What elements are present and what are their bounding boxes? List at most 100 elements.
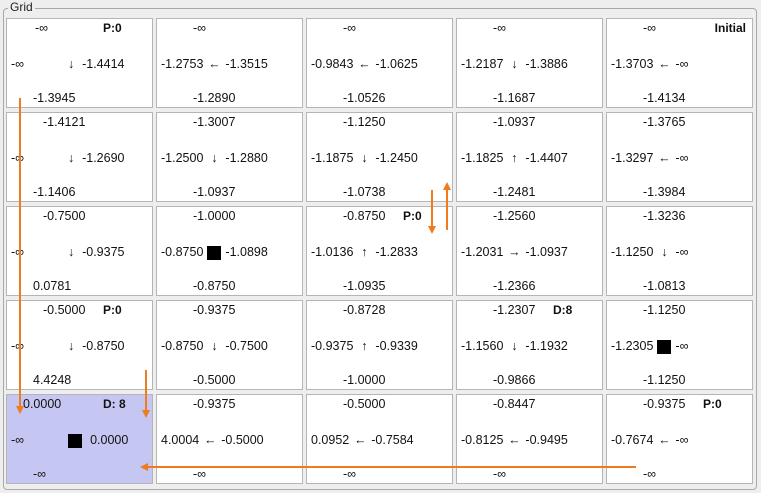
- cell-top-value: -0.9375: [643, 397, 686, 411]
- grid-cell-r1-c3[interactable]: -1.0937 -1.1825 ↑ -1.4407 -1.2481: [456, 112, 603, 202]
- grid-cell-r2-c2[interactable]: -0.8750 P:0 -1.0136 ↑ -1.2833 -1.0935: [306, 206, 453, 296]
- cell-top-value: -∞: [643, 21, 657, 35]
- cell-tag: P:0: [103, 303, 122, 317]
- cell-left-value: -1.0136: [311, 245, 354, 259]
- grid-cell-r3-c0[interactable]: -0.5000 P:0 -∞ ↓ -0.8750 4.4248: [6, 300, 153, 390]
- grid-cell-r4-c3[interactable]: -0.8447 -0.8125 ← -0.9495 -∞: [456, 394, 603, 484]
- cell-bottom-value: -1.2366: [493, 279, 536, 293]
- policy-arrow-icon: ↓: [511, 57, 518, 71]
- cell-bottom-value: -1.0937: [193, 185, 236, 199]
- cell-top-value: -0.9375: [193, 397, 236, 411]
- cell-right-value: -1.0937: [525, 245, 568, 259]
- cell-bottom-value: -1.0935: [343, 279, 386, 293]
- cell-mid-row: -0.9843 ← -1.0625: [311, 57, 418, 71]
- cell-right-value: -0.7584: [371, 433, 414, 447]
- cell-top-value: -0.9375: [193, 303, 236, 317]
- terminal-block-icon: [657, 339, 672, 354]
- cell-mid-row: -∞ ↓ -1.2690: [11, 151, 124, 165]
- grid-cell-r4-c0[interactable]: 0.0000 D: 8 -∞ 0.0000 -∞: [6, 394, 153, 484]
- grid-cell-r1-c0[interactable]: -1.4121 -∞ ↓ -1.2690 -1.1406: [6, 112, 153, 202]
- grid-cell-r0-c1[interactable]: -∞ -1.2753 ← -1.3515 -1.2890: [156, 18, 303, 108]
- grid-cell-r3-c4[interactable]: -1.1250 -1.2305 -∞ -1.1250: [606, 300, 753, 390]
- cell-mid-row: 4.0004 ← -0.5000: [161, 433, 264, 447]
- cell-right-value: -∞: [675, 57, 689, 71]
- cell-tag: P:0: [703, 397, 722, 411]
- cell-bottom-value: -0.5000: [193, 373, 236, 387]
- cell-top-value: -0.8750: [343, 209, 386, 223]
- cell-tag: Initial: [714, 21, 746, 35]
- grid-cell-r2-c3[interactable]: -1.2560 -1.2031 → -1.0937 -1.2366: [456, 206, 603, 296]
- grid-cell-r0-c3[interactable]: -∞ -1.2187 ↓ -1.3886 -1.1687: [456, 18, 603, 108]
- cell-left-value: -1.3297: [611, 151, 654, 165]
- cell-right-value: -1.4407: [525, 151, 568, 165]
- cell-bottom-value: -∞: [643, 467, 657, 481]
- grid-cell-r2-c4[interactable]: -1.3236 -1.1250 ↓ -∞ -1.0813: [606, 206, 753, 296]
- cell-bottom-value: -∞: [33, 467, 47, 481]
- cell-top-value: 0.0000: [23, 397, 62, 411]
- grid-cell-r0-c4[interactable]: -∞ Initial -1.3703 ← -∞ -1.4134: [606, 18, 753, 108]
- cell-bottom-value: -1.1250: [643, 373, 686, 387]
- grid-cell-r2-c0[interactable]: -0.7500 -∞ ↓ -0.9375 0.0781: [6, 206, 153, 296]
- cell-right-value: -∞: [675, 339, 689, 353]
- cell-tag: D:8: [553, 303, 573, 317]
- policy-arrow-icon: ←: [508, 433, 521, 447]
- policy-arrow-icon: ←: [658, 151, 671, 165]
- cell-bottom-value: -0.8750: [193, 279, 236, 293]
- grid-cell-r2-c1[interactable]: -1.0000 -0.8750 -1.0898 -0.8750: [156, 206, 303, 296]
- policy-arrow-icon: ↓: [67, 245, 75, 259]
- cell-mid-row: -∞ ↓ -0.8750: [11, 339, 124, 353]
- cell-bottom-value: -1.2481: [493, 185, 536, 199]
- cell-mid-row: -0.8750 -1.0898: [161, 245, 268, 260]
- cell-mid-row: -1.2500 ↓ -1.2880: [161, 151, 268, 165]
- cell-right-value: -0.7500: [225, 339, 268, 353]
- cell-left-value: -1.1560: [461, 339, 504, 353]
- cell-top-value: -1.1250: [643, 303, 686, 317]
- cell-right-value: -∞: [675, 433, 689, 447]
- cell-left-value: -1.3703: [611, 57, 654, 71]
- grid-cell-r3-c2[interactable]: -0.8728 -0.9375 ↑ -0.9339 -1.0000: [306, 300, 453, 390]
- cell-mid-row: 0.0952 ← -0.7584: [311, 433, 414, 447]
- cell-left-value: -1.1875: [311, 151, 354, 165]
- cell-right-value: -0.5000: [221, 433, 264, 447]
- grid-cell-r1-c1[interactable]: -1.3007 -1.2500 ↓ -1.2880 -1.0937: [156, 112, 303, 202]
- cell-mid-row: -1.2305 -∞: [611, 339, 688, 354]
- terminal-block-icon: [68, 433, 83, 448]
- cell-left-value: -1.1250: [611, 245, 654, 259]
- grid-cell-r4-c4[interactable]: -0.9375 P:0 -0.7674 ← -∞ -∞: [606, 394, 753, 484]
- policy-arrow-icon: →: [508, 245, 521, 259]
- cell-right-value: 0.0000: [90, 433, 129, 447]
- grid-cell-r1-c2[interactable]: -1.1250 -1.1875 ↓ -1.2450 -1.0738: [306, 112, 453, 202]
- cell-bottom-value: -1.3984: [643, 185, 686, 199]
- cell-left-value: -1.2187: [461, 57, 504, 71]
- grid: -∞ P:0 -∞ ↓ -1.4414 -1.3945 -∞ -1.2753 ← -1.3515-…: [6, 18, 756, 488]
- cell-mid-row: -0.8750 ↓ -0.7500: [161, 339, 268, 353]
- cell-left-value: -1.2500: [161, 151, 204, 165]
- policy-arrow-icon: ↓: [67, 151, 75, 165]
- cell-right-value: -0.9339: [375, 339, 418, 353]
- cell-right-value: -0.8750: [82, 339, 125, 353]
- cell-top-value: -1.0000: [193, 209, 236, 223]
- cell-bottom-value: -1.0813: [643, 279, 686, 293]
- policy-arrow-icon: ←: [203, 433, 217, 447]
- cell-left-value: -∞: [11, 245, 25, 259]
- cell-mid-row: -1.3297 ← -∞: [611, 151, 688, 165]
- cell-right-value: -∞: [675, 245, 689, 259]
- grid-group-frame: [3, 8, 757, 490]
- grid-cell-r0-c0[interactable]: -∞ P:0 -∞ ↓ -1.4414 -1.3945: [6, 18, 153, 108]
- cell-top-value: -1.0937: [493, 115, 536, 129]
- grid-cell-r3-c1[interactable]: -0.9375 -0.8750 ↓ -0.7500 -0.5000: [156, 300, 303, 390]
- grid-cell-r0-c2[interactable]: -∞ -0.9843 ← -1.0625 -1.0526: [306, 18, 453, 108]
- grid-cell-r4-c2[interactable]: -0.5000 0.0952 ← -0.7584 -∞: [306, 394, 453, 484]
- cell-left-value: -∞: [11, 151, 25, 165]
- grid-cell-r3-c3[interactable]: -1.2307 D:8 -1.1560 ↓ -1.1932 -0.9866: [456, 300, 603, 390]
- cell-bottom-value: -1.3945: [33, 91, 76, 105]
- grid-cell-r4-c1[interactable]: -0.9375 4.0004 ← -0.5000 -∞: [156, 394, 303, 484]
- cell-left-value: -∞: [11, 339, 25, 353]
- policy-arrow-icon: ↑: [511, 151, 518, 165]
- policy-arrow-icon: ←: [658, 433, 671, 447]
- cell-bottom-value: -1.1406: [33, 185, 76, 199]
- cell-top-value: -∞: [493, 21, 507, 35]
- policy-arrow-icon: ↓: [67, 339, 75, 353]
- cell-top-value: -0.7500: [43, 209, 86, 223]
- grid-cell-r1-c4[interactable]: -1.3765 -1.3297 ← -∞ -1.3984: [606, 112, 753, 202]
